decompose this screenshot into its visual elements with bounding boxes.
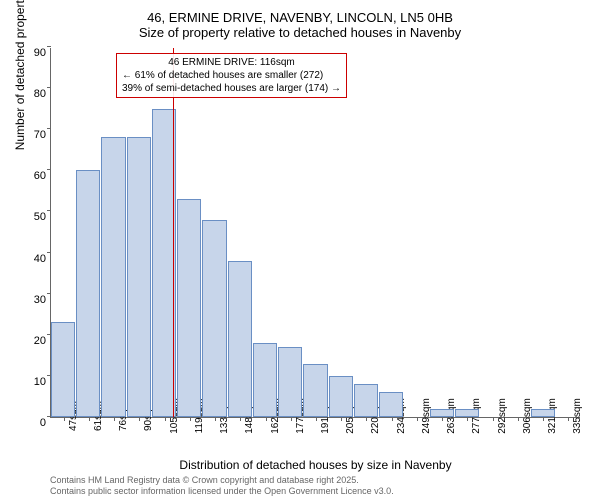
histogram-bar: [51, 322, 75, 417]
y-tick-label: 70: [21, 129, 46, 141]
y-tick-label: 60: [21, 170, 46, 182]
bars-container: [51, 48, 580, 417]
histogram-bar: [531, 409, 555, 417]
y-tick-label: 0: [21, 417, 46, 429]
property-size-chart: 46, ERMINE DRIVE, NAVENBY, LINCOLN, LN5 …: [0, 0, 600, 500]
reference-line: [173, 48, 174, 417]
histogram-bar: [101, 137, 125, 417]
plot-area: Number of detached properties Distributi…: [50, 48, 580, 418]
histogram-bar: [329, 376, 353, 417]
y-tick-label: 10: [21, 376, 46, 388]
y-tick-label: 80: [21, 88, 46, 100]
y-tick-label: 50: [21, 211, 46, 223]
y-tick-label: 40: [21, 253, 46, 265]
histogram-bar: [303, 364, 327, 417]
annotation-smaller: ← 61% of detached houses are smaller (27…: [122, 69, 341, 82]
histogram-bar: [228, 261, 252, 417]
histogram-bar: [202, 220, 226, 417]
x-axis-label: Distribution of detached houses by size …: [179, 458, 451, 472]
histogram-bar: [430, 409, 454, 417]
annotation-larger: 39% of semi-detached houses are larger (…: [122, 82, 341, 95]
chart-title-description: Size of property relative to detached ho…: [0, 25, 600, 40]
footer-line2: Contains public sector information licen…: [50, 486, 394, 497]
footer-attribution: Contains HM Land Registry data © Crown c…: [50, 475, 394, 497]
annotation-box: 46 ERMINE DRIVE: 116sqm ← 61% of detache…: [116, 53, 347, 98]
annotation-title: 46 ERMINE DRIVE: 116sqm: [122, 56, 341, 69]
y-axis-label: Number of detached properties: [13, 0, 27, 150]
histogram-bar: [127, 137, 151, 417]
y-tick-label: 90: [21, 47, 46, 59]
histogram-bar: [278, 347, 302, 417]
histogram-bar: [455, 409, 479, 417]
histogram-bar: [354, 384, 378, 417]
y-tick-label: 30: [21, 294, 46, 306]
histogram-bar: [177, 199, 201, 417]
histogram-bar: [379, 392, 403, 417]
y-tick-label: 20: [21, 335, 46, 347]
footer-line1: Contains HM Land Registry data © Crown c…: [50, 475, 394, 486]
histogram-bar: [253, 343, 277, 417]
chart-title-address: 46, ERMINE DRIVE, NAVENBY, LINCOLN, LN5 …: [0, 0, 600, 25]
histogram-bar: [76, 170, 100, 417]
